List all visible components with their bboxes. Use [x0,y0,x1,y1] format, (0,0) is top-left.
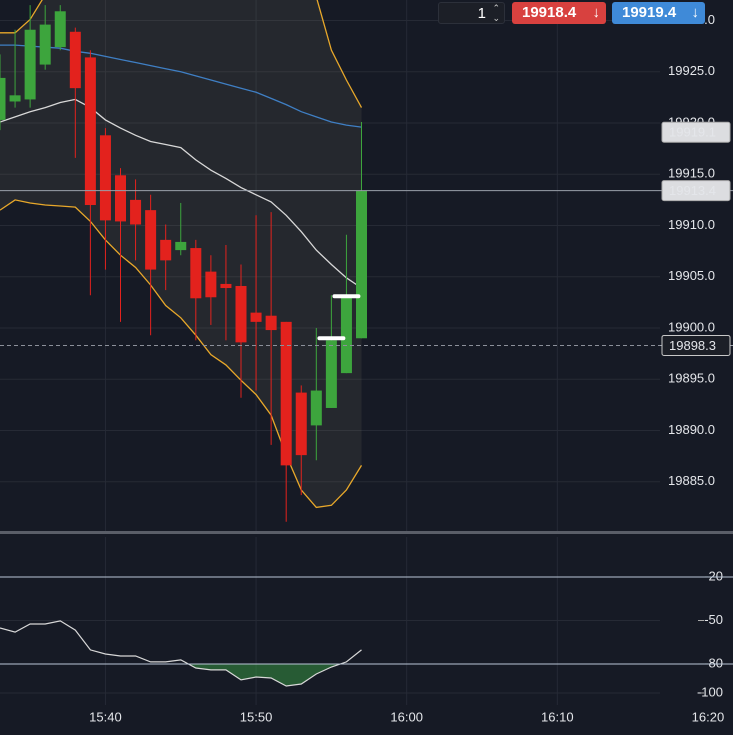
x-tick-label: 16:10 [541,709,574,724]
buy-button[interactable]: 19919.4 ↓ [612,2,705,24]
x-tick-label: 15:40 [89,709,122,724]
y-tick-label: -20 [704,568,723,583]
y-tick-label: -80 [704,655,723,670]
candle-body [0,77,6,120]
price-label-box [661,121,731,143]
candle-body [54,11,66,48]
oscillator-panel [0,537,660,705]
y-tick-label: 19915.0 [668,166,715,181]
price-label: 19898.3 [669,338,716,353]
price-label-box [661,180,731,202]
y-tick-label: 19890.0 [668,422,715,437]
candle-body [250,312,262,322]
price-label-box [661,334,731,356]
candle-body [310,390,322,426]
candle-body [295,392,307,456]
quantity-input[interactable]: 1 ⌃ ⌄ [438,2,505,24]
candle-body [115,175,126,222]
candle-body [220,283,232,289]
buy-price: 19919.4 [622,4,677,21]
quantity: 1 [477,5,486,22]
y-tick-label: 19910.0 [668,217,715,232]
oscillator-fill [188,663,341,686]
candle-body [9,95,21,102]
sell-price: 19918.4 [522,4,577,21]
oscillator-line [0,620,362,687]
buy-arrow: ↓ [691,4,700,21]
price-label: 19913.4 [669,183,716,198]
candle-body [340,297,352,374]
spinner[interactable]: ⌃ ⌄ [492,3,500,23]
x-tick-label: 15:50 [240,709,273,724]
candle-body [265,315,277,331]
candle-body [84,57,96,206]
candle-body [69,31,81,89]
candle-body [99,135,111,221]
candle-body [39,24,51,65]
candle-body [160,239,172,261]
overlay-line [0,98,362,289]
candle-body [205,271,217,298]
price-panel [0,0,660,532]
candle-body [24,29,36,100]
sell-arrow: ↓ [592,4,601,21]
y-tick-label: 19925.0 [668,63,715,78]
candle-body [325,340,337,408]
sell-button[interactable]: 19918.4 ↓ [512,2,606,24]
y-tick-label: -100 [697,684,723,699]
price-label: 19919.1 [669,125,716,140]
candle-body [280,321,292,466]
candle-body [175,241,187,251]
y-tick-label: 19895.0 [668,371,715,386]
candle-body [130,199,142,225]
x-tick-label: 16:20 [692,709,725,724]
candle-body [145,210,157,270]
y-tick-label: -50 [704,612,723,627]
axes: 15:4015:5016:0016:1016:2019930.019925.01… [89,12,733,724]
y-tick-label: 19905.0 [668,268,715,283]
y-tick-label: 19900.0 [668,319,715,334]
panel-separator [0,531,733,534]
x-tick-label: 16:00 [390,709,423,724]
y-tick-label: 19885.0 [668,473,715,488]
candle-body [235,285,247,343]
candle-body [190,248,202,299]
candle-body [356,190,367,339]
